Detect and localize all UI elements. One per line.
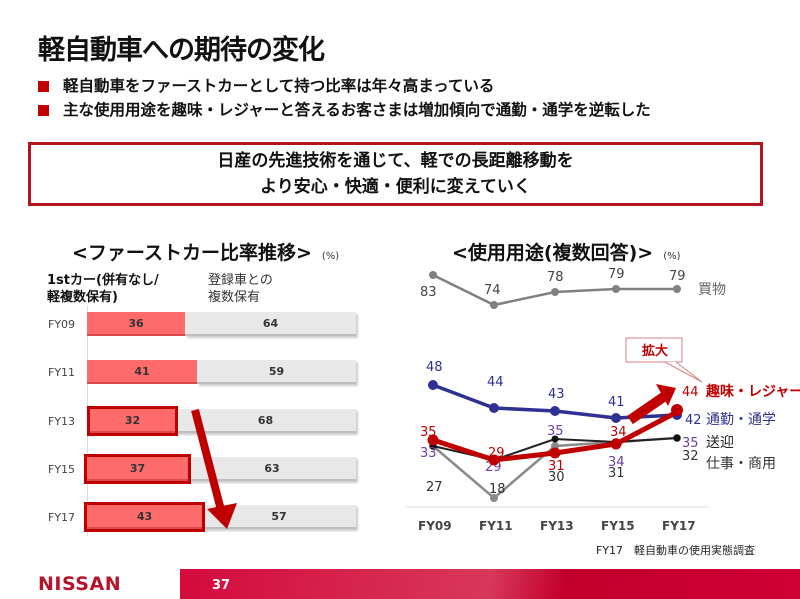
bullet-text: 軽自動車をファーストカーとして持つ比率は年々高まっている xyxy=(63,77,495,95)
chart-title-text: <使用用途(複数回答)> xyxy=(452,242,654,264)
bar-first-car: 36 xyxy=(87,312,185,336)
usage-line-chart: 83 74 78 79 79 買物 27 18 30 31 32 仕事・商用 3… xyxy=(405,267,800,533)
banner-line-2: より安心・快適・便利に変えていく xyxy=(260,177,531,197)
source-note: FY17 軽自動車の使用実態調査 xyxy=(596,544,756,557)
x-tick: FY13 xyxy=(540,519,574,533)
legend-line: 軽複数保有) xyxy=(47,290,118,305)
data-label: 31 xyxy=(608,466,625,481)
x-tick: FY09 xyxy=(418,519,452,533)
legend-line: 1stカー(併有なし/ xyxy=(47,273,159,288)
usage-chart-title: <使用用途(複数回答)> (%) xyxy=(452,238,681,265)
data-label: 79 xyxy=(669,269,686,284)
bar-row: FY15 xyxy=(48,457,88,481)
callout-text: 拡大 xyxy=(642,343,668,359)
series-label: 送迎 xyxy=(706,435,734,451)
bullet-item: 軽自動車をファーストカーとして持つ比率は年々高まっている xyxy=(38,74,651,98)
banner-line-1: 日産の先進技術を通じて、軽での長距離移動を xyxy=(217,151,574,171)
message-banner: 日産の先進技術を通じて、軽での長距離移動を より安心・快適・便利に変えていく xyxy=(28,142,763,206)
series-shopping: 83 74 78 79 79 買物 xyxy=(420,267,726,309)
data-label: 74 xyxy=(484,283,501,298)
bar-row: FY13 xyxy=(48,409,88,433)
bar-multi: 59 xyxy=(197,360,356,384)
page-title: 軽自動車への期待の変化 xyxy=(38,35,325,66)
bar-first-car-highlighted: 32 xyxy=(87,406,178,436)
data-label: 33 xyxy=(420,446,437,461)
bullet-item: 主な使用用途を趣味・レジャーと答えるお客さまは増加傾向で通勤・通学を逆転した xyxy=(38,98,651,122)
legend-multi-ownership: 登録車との 複数保有 xyxy=(208,272,273,306)
data-label: 35 xyxy=(420,425,437,440)
data-label: 83 xyxy=(420,285,437,300)
x-tick: FY15 xyxy=(601,519,635,533)
data-label: 18 xyxy=(489,482,506,497)
data-label: 27 xyxy=(426,480,443,495)
data-label: 29 xyxy=(488,446,505,461)
data-label: 42 xyxy=(685,413,702,428)
chart-title-text: <ファーストカー比率推移> xyxy=(72,242,312,264)
x-tick: FY17 xyxy=(662,519,696,533)
chart-unit: (%) xyxy=(321,251,340,262)
series-label: 買物 xyxy=(698,282,726,298)
bar-first-car-highlighted: 37 xyxy=(84,454,191,484)
series-label: 趣味・レジャー xyxy=(705,383,800,400)
legend-line: 登録車との xyxy=(208,273,273,288)
bar-multi: 64 xyxy=(185,312,356,336)
legend-line: 複数保有 xyxy=(208,290,261,305)
series-label: 通勤・通学 xyxy=(706,412,776,428)
series-label: 仕事・商用 xyxy=(706,456,776,472)
data-label: 43 xyxy=(548,387,565,402)
data-label: 34 xyxy=(608,455,625,470)
data-label: 79 xyxy=(608,267,625,282)
chart-unit: (%) xyxy=(663,251,681,262)
bar-row: FY11 xyxy=(48,360,88,384)
nissan-logo: NISSAN xyxy=(38,573,122,595)
data-label: 31 xyxy=(548,459,565,474)
legend-first-car: 1stカー(併有なし/ 軽複数保有) xyxy=(47,272,159,306)
bar-first-car-highlighted: 43 xyxy=(84,502,205,532)
data-label: 34 xyxy=(610,425,627,440)
expansion-arrow-icon xyxy=(627,384,676,425)
trend-arrow-icon xyxy=(191,408,237,529)
bar-row: FY09 xyxy=(48,312,88,336)
axis-line xyxy=(87,306,88,536)
bar-category: FY15 xyxy=(48,462,76,476)
data-label: 32 xyxy=(682,449,699,464)
series-leisure: 35 29 31 34 44 趣味・レジャー xyxy=(420,383,800,474)
bar-category: FY17 xyxy=(48,510,76,524)
bar-multi: 68 xyxy=(175,409,356,433)
bar-category: FY13 xyxy=(48,414,76,428)
data-label: 78 xyxy=(547,270,564,285)
data-label: 30 xyxy=(548,470,565,485)
bullet-list: 軽自動車をファーストカーとして持つ比率は年々高まっている 主な使用用途を趣味・レ… xyxy=(38,74,651,122)
x-tick: FY11 xyxy=(479,519,513,533)
first-car-chart-title: <ファーストカー比率推移> (%) xyxy=(72,238,339,265)
bar-category: FY09 xyxy=(48,317,76,331)
bullet-text: 主な使用用途を趣味・レジャーと答えるお客さまは増加傾向で通勤・通学を逆転した xyxy=(63,101,651,119)
page-number: 37 xyxy=(212,578,231,593)
data-label: 35 xyxy=(547,424,564,439)
callout-expand: 拡大 xyxy=(625,337,703,383)
data-label: 41 xyxy=(608,395,625,410)
bullet-square-icon xyxy=(38,80,49,92)
bullet-square-icon xyxy=(38,104,49,116)
data-label: 44 xyxy=(487,375,504,390)
bar-row: FY17 xyxy=(48,505,88,529)
data-label: 48 xyxy=(426,360,443,375)
bar-first-car: 41 xyxy=(87,360,197,384)
data-label: 35 xyxy=(682,436,699,451)
footer-bar xyxy=(180,569,800,599)
data-label: 44 xyxy=(682,385,699,400)
bar-category: FY11 xyxy=(48,365,76,379)
